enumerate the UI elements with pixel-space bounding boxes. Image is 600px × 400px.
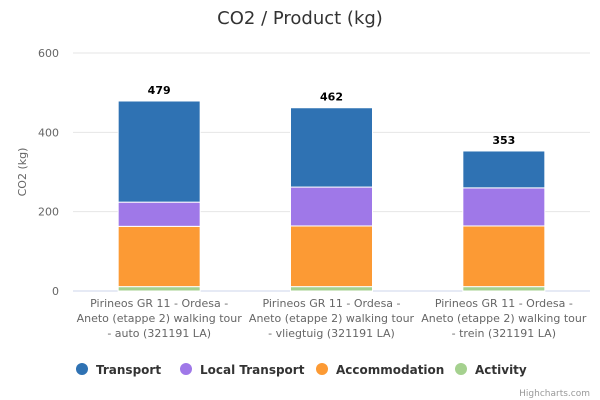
bar-segment-activity[interactable] [290, 286, 373, 292]
y-axis-ticks: 0 200 400 600 [38, 47, 59, 298]
y-tick-label: 600 [38, 47, 59, 60]
y-tick-label: 0 [52, 285, 59, 298]
x-tick-label-line: Pirineos GR 11 - Ordesa - [90, 297, 228, 310]
total-data-label: 353 [492, 134, 515, 147]
credits-link[interactable]: Highcharts.com [519, 389, 590, 399]
x-tick-label-line: Pirineos GR 11 - Ordesa - [435, 297, 573, 310]
legend-item-activity[interactable]: Activity [455, 363, 527, 377]
x-tick-label-line: - vliegtuig (321191 LA) [268, 327, 395, 340]
x-tick-label-line: Aneto (etappe 2) walking tour [421, 312, 587, 325]
legend-label: Local Transport [200, 363, 305, 377]
legend-label: Activity [475, 363, 527, 377]
bar-segment-local-transport[interactable] [117, 201, 201, 227]
bar-segment-accommodation[interactable] [290, 225, 373, 288]
bar-segment-accommodation[interactable] [117, 225, 201, 288]
x-tick-label-line: Aneto (etappe 2) walking tour [249, 312, 415, 325]
x-axis-labels: Pirineos GR 11 - Ordesa - Aneto (etappe 2… [77, 297, 587, 340]
x-tick-label: Pirineos GR 11 - Ordesa - Aneto (etappe 2… [421, 297, 587, 340]
y-tick-label: 400 [38, 126, 59, 139]
legend-symbol-icon [455, 363, 467, 375]
legend-label: Transport [96, 363, 161, 377]
bar-segment-local-transport[interactable] [290, 186, 373, 227]
total-data-label: 462 [320, 91, 343, 104]
data-labels: 479 462 353 [148, 84, 516, 147]
legend: Transport Local Transport Accommodation Act… [76, 363, 527, 377]
x-tick-label: Pirineos GR 11 - Ordesa - Aneto (etappe 2… [77, 297, 243, 340]
y-axis-label: CO2 (kg) [16, 148, 29, 197]
x-tick-label-line: Aneto (etappe 2) walking tour [77, 312, 243, 325]
x-tick-label-line: - trein (321191 LA) [452, 327, 556, 340]
bar-segment-transport[interactable] [290, 107, 373, 188]
bar-segment-activity[interactable] [462, 286, 546, 292]
x-tick-label-line: - auto (321191 LA) [107, 327, 211, 340]
legend-symbol-icon [180, 363, 192, 375]
legend-item-accommodation[interactable]: Accommodation [316, 363, 444, 377]
legend-symbol-icon [76, 363, 88, 375]
x-tick-label-line: Pirineos GR 11 - Ordesa - [262, 297, 400, 310]
bar-segment-accommodation[interactable] [462, 225, 546, 288]
bar-segment-activity[interactable] [117, 286, 201, 292]
legend-item-local-transport[interactable]: Local Transport [180, 363, 305, 377]
total-data-label: 479 [148, 84, 171, 97]
y-tick-label: 200 [38, 206, 59, 219]
legend-symbol-icon [316, 363, 328, 375]
bar-segment-local-transport[interactable] [462, 187, 546, 227]
legend-label: Accommodation [336, 363, 444, 377]
bar-segment-transport[interactable] [117, 100, 201, 203]
bars [117, 100, 546, 292]
bar-segment-transport[interactable] [462, 150, 546, 189]
legend-item-transport[interactable]: Transport [76, 363, 161, 377]
chart-title: CO2 / Product (kg) [217, 8, 383, 29]
x-tick-label: Pirineos GR 11 - Ordesa - Aneto (etappe 2… [249, 297, 415, 340]
